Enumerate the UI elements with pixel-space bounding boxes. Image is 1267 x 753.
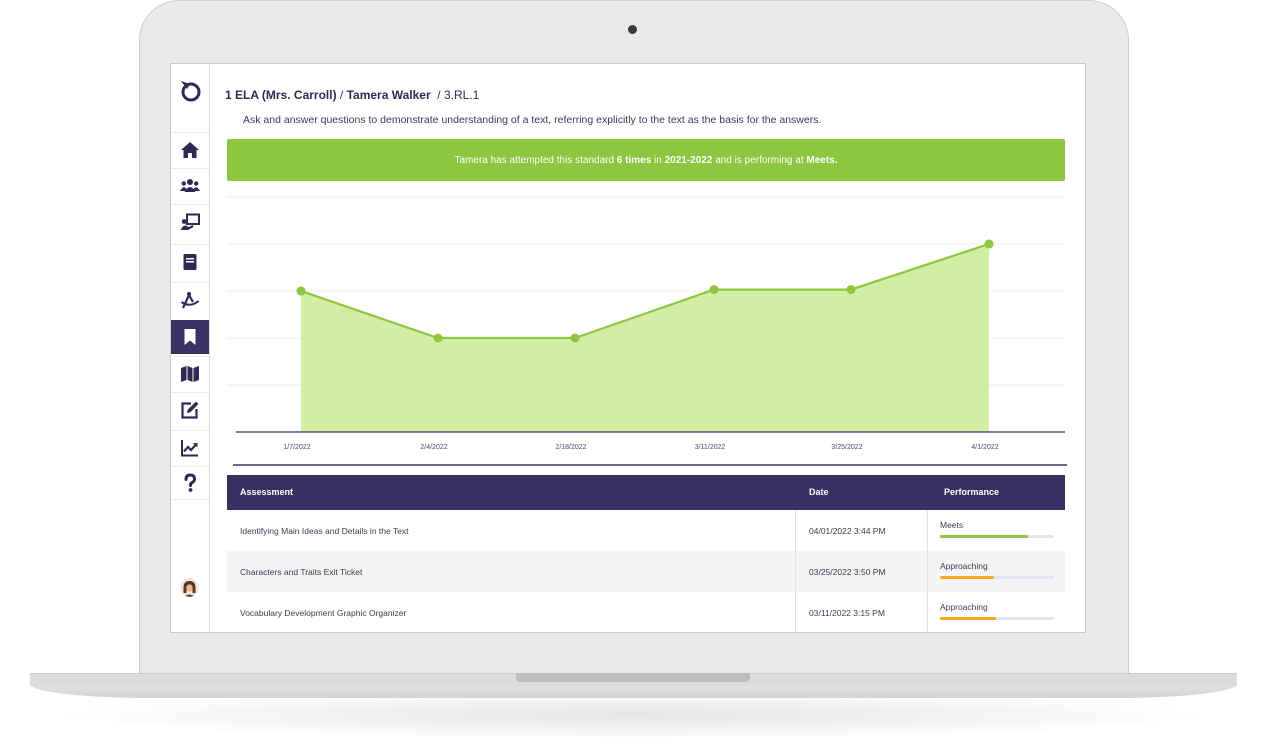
laptop-notch [516, 673, 750, 682]
performance-chart: 1/7/2022 2/4/2022 2/18/2022 3/11/2022 3/25/2… [227, 192, 1067, 467]
banner-level: Meets. [806, 154, 838, 166]
data-point[interactable] [984, 239, 994, 249]
performance-bar [940, 576, 1054, 579]
sidebar [171, 64, 210, 632]
table-row[interactable]: Vocabulary Development Graphic Organizer… [227, 592, 1065, 632]
data-point[interactable] [570, 333, 580, 343]
laptop-shadow [40, 690, 1227, 740]
performance-cell: Approaching [940, 592, 1055, 632]
sidebar-item-standards[interactable] [171, 320, 209, 354]
app-logo-icon[interactable] [178, 78, 202, 102]
classroom-icon [180, 213, 200, 230]
performance-bar [940, 617, 1054, 620]
performance-bar-fill [940, 535, 1028, 538]
bookmark-icon [184, 329, 196, 345]
assessment-date: 04/01/2022 3:44 PM [795, 510, 928, 551]
performance-bar-fill [940, 617, 996, 620]
edit-icon [181, 401, 199, 419]
assessment-date: 03/25/2022 3:50 PM [795, 551, 928, 592]
breadcrumb-course-link[interactable]: 1 ELA (Mrs. Carroll) [225, 88, 337, 102]
app-screen: 1 ELA (Mrs. Carroll) / Tamera Walker / 3… [170, 63, 1086, 633]
help-icon [184, 473, 197, 492]
banner-text: Tamera has attempted this standard [454, 154, 617, 166]
sidebar-item-reports[interactable] [171, 430, 209, 464]
performance-label: Meets [940, 520, 964, 530]
webcam [628, 25, 637, 34]
students-icon [180, 178, 200, 192]
user-avatar[interactable] [180, 578, 199, 597]
column-header-date[interactable]: Date [809, 487, 829, 497]
banner-text: and is performing at [712, 154, 807, 166]
column-header-performance[interactable]: Performance [944, 487, 1000, 497]
assessment-table: Assessment Date Performance Identifying … [227, 475, 1065, 632]
performance-label: Approaching [940, 561, 988, 571]
series-line [300, 242, 990, 340]
performance-cell: Meets [940, 510, 1055, 551]
x-tick-label: 3/11/2022 [695, 444, 726, 451]
breadcrumb-standard: 3.RL.1 [443, 88, 480, 102]
standard-description: Ask and answer questions to demonstrate … [243, 114, 822, 126]
book-icon [183, 253, 197, 270]
sidebar-item-help[interactable] [171, 466, 209, 500]
sidebar-item-home[interactable] [171, 132, 209, 166]
assessment-name[interactable]: Identifying Main Ideas and Details in th… [240, 525, 409, 536]
sidebar-item-map[interactable] [171, 356, 209, 390]
banner-year: 2021-2022 [664, 154, 713, 166]
data-point[interactable] [846, 285, 856, 295]
x-tick-label: 3/25/2022 [831, 444, 862, 451]
assessment-name[interactable]: Vocabulary Development Graphic Organizer [240, 607, 407, 618]
assessment-name[interactable]: Characters and Traits Exit Ticket [240, 566, 363, 577]
compass-icon [180, 291, 200, 308]
column-header-assessment[interactable]: Assessment [240, 487, 294, 497]
performance-bar-fill [940, 576, 994, 579]
breadcrumb-separator: / [336, 88, 347, 102]
performance-label: Approaching [940, 602, 988, 612]
banner-attempts: 6 times [616, 154, 652, 166]
data-point[interactable] [296, 286, 306, 296]
x-tick-label: 4/1/2022 [971, 444, 998, 451]
laptop-base-bottom [30, 684, 1237, 698]
banner-text: in [651, 154, 665, 166]
x-tick-label: 1/7/2022 [283, 444, 310, 451]
sidebar-item-classroom[interactable] [171, 204, 209, 238]
x-tick-label: 2/18/2022 [555, 444, 586, 451]
table-header: Assessment Date Performance [227, 475, 1065, 510]
table-row[interactable]: Characters and Traits Exit Ticket 03/25/… [227, 551, 1065, 592]
breadcrumb-separator: / [430, 88, 444, 102]
sidebar-item-students[interactable] [171, 168, 209, 202]
sidebar-item-edit[interactable] [171, 392, 209, 426]
performance-cell: Approaching [940, 551, 1055, 592]
table-row[interactable]: Identifying Main Ideas and Details in th… [227, 510, 1065, 551]
data-point[interactable] [433, 333, 443, 343]
breadcrumb-student-link[interactable]: Tamera Walker [346, 88, 431, 102]
data-point[interactable] [709, 285, 719, 295]
home-icon [181, 141, 199, 158]
performance-bar [940, 535, 1054, 538]
x-tick-label: 2/4/2022 [420, 444, 447, 451]
performance-chart-svg: 1/7/2022 2/4/2022 2/18/2022 3/11/2022 3/25/2… [227, 196, 1067, 466]
assessment-date: 03/11/2022 3:15 PM [795, 592, 928, 632]
chart-icon [181, 439, 198, 456]
sidebar-item-tools[interactable] [171, 282, 209, 316]
series-area [301, 244, 989, 432]
breadcrumb: 1 ELA (Mrs. Carroll) / Tamera Walker / 3… [225, 88, 479, 102]
map-icon [181, 365, 199, 382]
sidebar-item-library[interactable] [171, 244, 209, 278]
performance-banner: Tamera has attempted this standard 6 tim… [227, 139, 1065, 181]
